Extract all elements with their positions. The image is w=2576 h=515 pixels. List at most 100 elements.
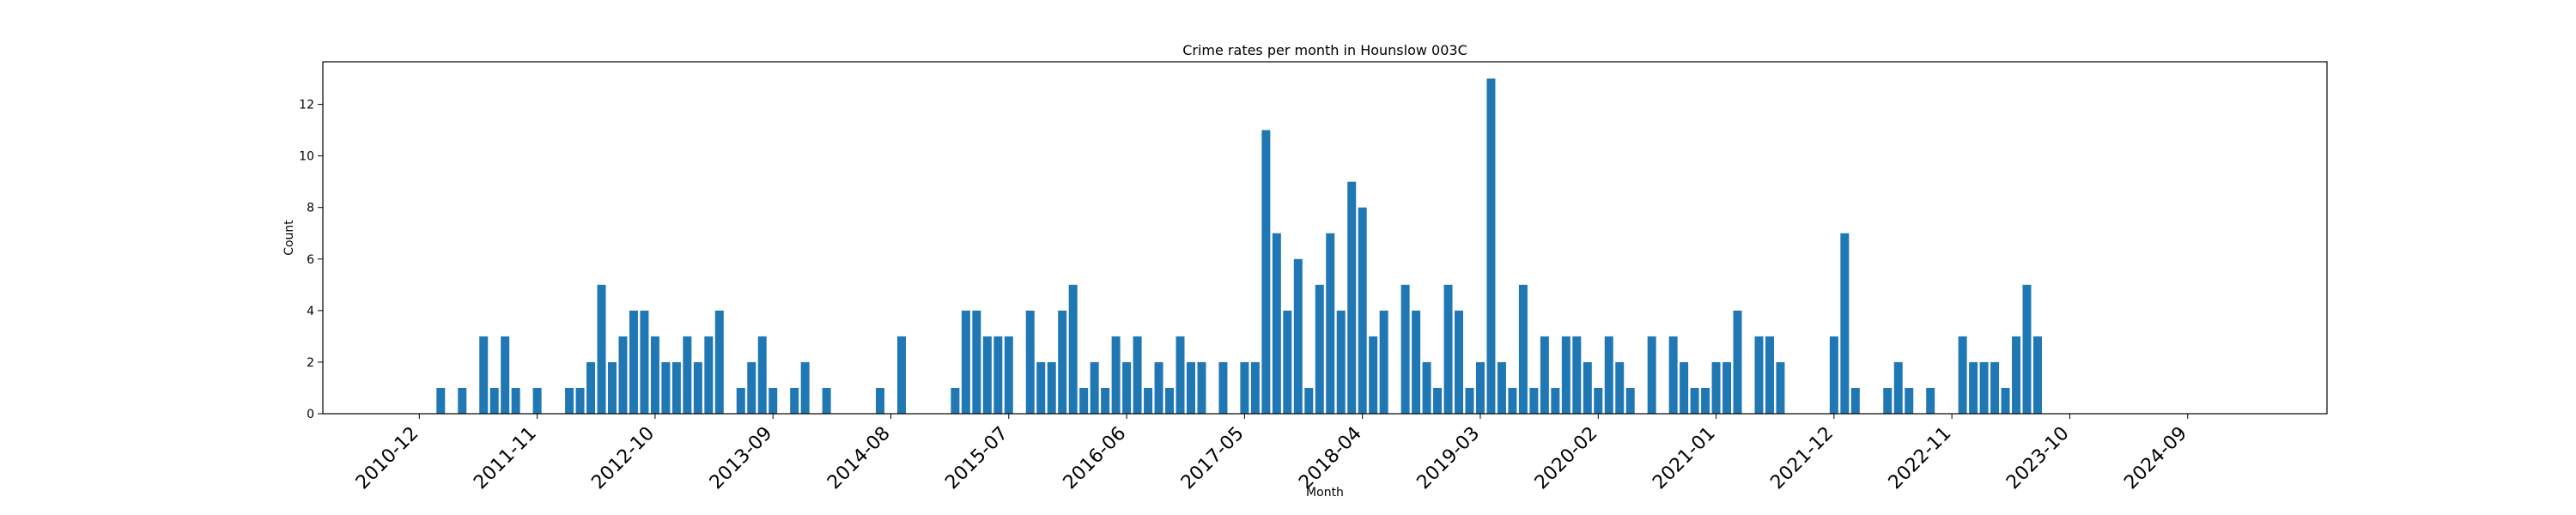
y-axis-label: Count — [283, 220, 296, 256]
x-tick-label: 2023-10 — [2002, 423, 2074, 494]
bar — [769, 387, 778, 414]
bar — [618, 336, 628, 414]
bar — [736, 387, 745, 414]
x-tick-label: 2015-07 — [941, 423, 1012, 494]
x-tick-label: 2021-12 — [1766, 423, 1838, 494]
y-axis-ticks: 0 2 4 6 8 10 12 — [299, 99, 323, 421]
bar — [1079, 387, 1089, 414]
bar — [1529, 387, 1539, 414]
bar — [993, 336, 1003, 414]
bar — [1122, 361, 1132, 414]
x-tick-label: 2020-02 — [1531, 423, 1602, 494]
bar — [1058, 310, 1067, 414]
x-tick-label: 2018-04 — [1295, 423, 1366, 494]
bar — [501, 336, 510, 414]
bar — [972, 310, 981, 414]
bar — [1358, 207, 1367, 414]
bar — [608, 361, 617, 414]
bar — [704, 336, 714, 414]
bar — [1144, 387, 1153, 414]
y-tick-label: 10 — [299, 150, 314, 164]
x-tick-label: 2012-10 — [587, 423, 659, 494]
bar — [1893, 361, 1903, 414]
bar — [1101, 387, 1110, 414]
bar — [1218, 361, 1228, 414]
bar — [1400, 284, 1410, 414]
bar — [1958, 336, 1967, 414]
bar — [458, 387, 467, 414]
bar — [1455, 310, 1464, 414]
y-tick-label: 2 — [307, 356, 314, 370]
bar — [511, 387, 520, 414]
bars-group — [436, 78, 2042, 415]
bar — [1004, 336, 1013, 414]
bar — [1604, 336, 1613, 414]
bar — [1754, 336, 1764, 414]
x-tick-label: 2024-09 — [2120, 423, 2191, 494]
bar — [1475, 361, 1485, 414]
bar — [1518, 284, 1528, 414]
bar — [1336, 310, 1346, 414]
bar — [822, 387, 831, 414]
bar — [1433, 387, 1443, 414]
bar — [1347, 181, 1357, 415]
bar — [1186, 361, 1195, 414]
bar — [1497, 361, 1506, 414]
bar — [2033, 336, 2042, 414]
bar — [1379, 310, 1388, 414]
bar — [1625, 387, 1635, 414]
x-axis-label: Month — [1306, 486, 1344, 500]
bar — [1272, 233, 1281, 414]
bar — [1733, 310, 1742, 414]
bar — [876, 387, 885, 414]
bar — [1594, 387, 1603, 414]
bar — [1765, 336, 1774, 414]
y-tick-label: 6 — [307, 253, 314, 267]
bar — [1261, 130, 1271, 414]
bar — [1551, 387, 1560, 414]
bar — [683, 336, 692, 414]
bar — [714, 310, 724, 414]
bar — [1283, 310, 1292, 414]
bar — [1979, 361, 1989, 414]
x-tick-label: 2017-05 — [1177, 423, 1249, 494]
bar — [951, 387, 960, 414]
bar — [661, 361, 671, 414]
y-tick-label: 12 — [299, 99, 314, 112]
bar — [2001, 387, 2010, 414]
bar — [1036, 361, 1046, 414]
bar — [1326, 233, 1335, 414]
bar — [1197, 361, 1206, 414]
bar — [1486, 78, 1496, 415]
x-tick-label: 2014-08 — [823, 423, 895, 494]
bar — [800, 361, 810, 414]
bar — [757, 336, 767, 414]
bar — [479, 336, 489, 414]
bar — [489, 387, 499, 414]
bar — [1722, 361, 1732, 414]
bar — [1154, 361, 1163, 414]
bar — [1647, 336, 1656, 414]
bar — [1583, 361, 1592, 414]
chart-title: Crime rates per month in Hounslow 003C — [1182, 42, 1467, 58]
bar — [897, 336, 906, 414]
bar — [1422, 361, 1431, 414]
bar — [586, 361, 596, 414]
bar — [1443, 284, 1453, 414]
x-tick-label: 2013-09 — [706, 423, 777, 494]
bar — [1905, 387, 1914, 414]
bar — [1111, 336, 1121, 414]
bar — [1293, 258, 1303, 414]
bar — [982, 336, 992, 414]
bar — [565, 387, 574, 414]
bar — [1680, 361, 1689, 414]
bar — [629, 310, 638, 414]
bar — [1025, 310, 1035, 414]
bar — [1990, 361, 2000, 414]
bar — [1465, 387, 1474, 414]
bar — [961, 310, 970, 414]
bar — [1572, 336, 1582, 414]
bar — [597, 284, 606, 414]
x-tick-label: 2019-03 — [1413, 423, 1485, 494]
